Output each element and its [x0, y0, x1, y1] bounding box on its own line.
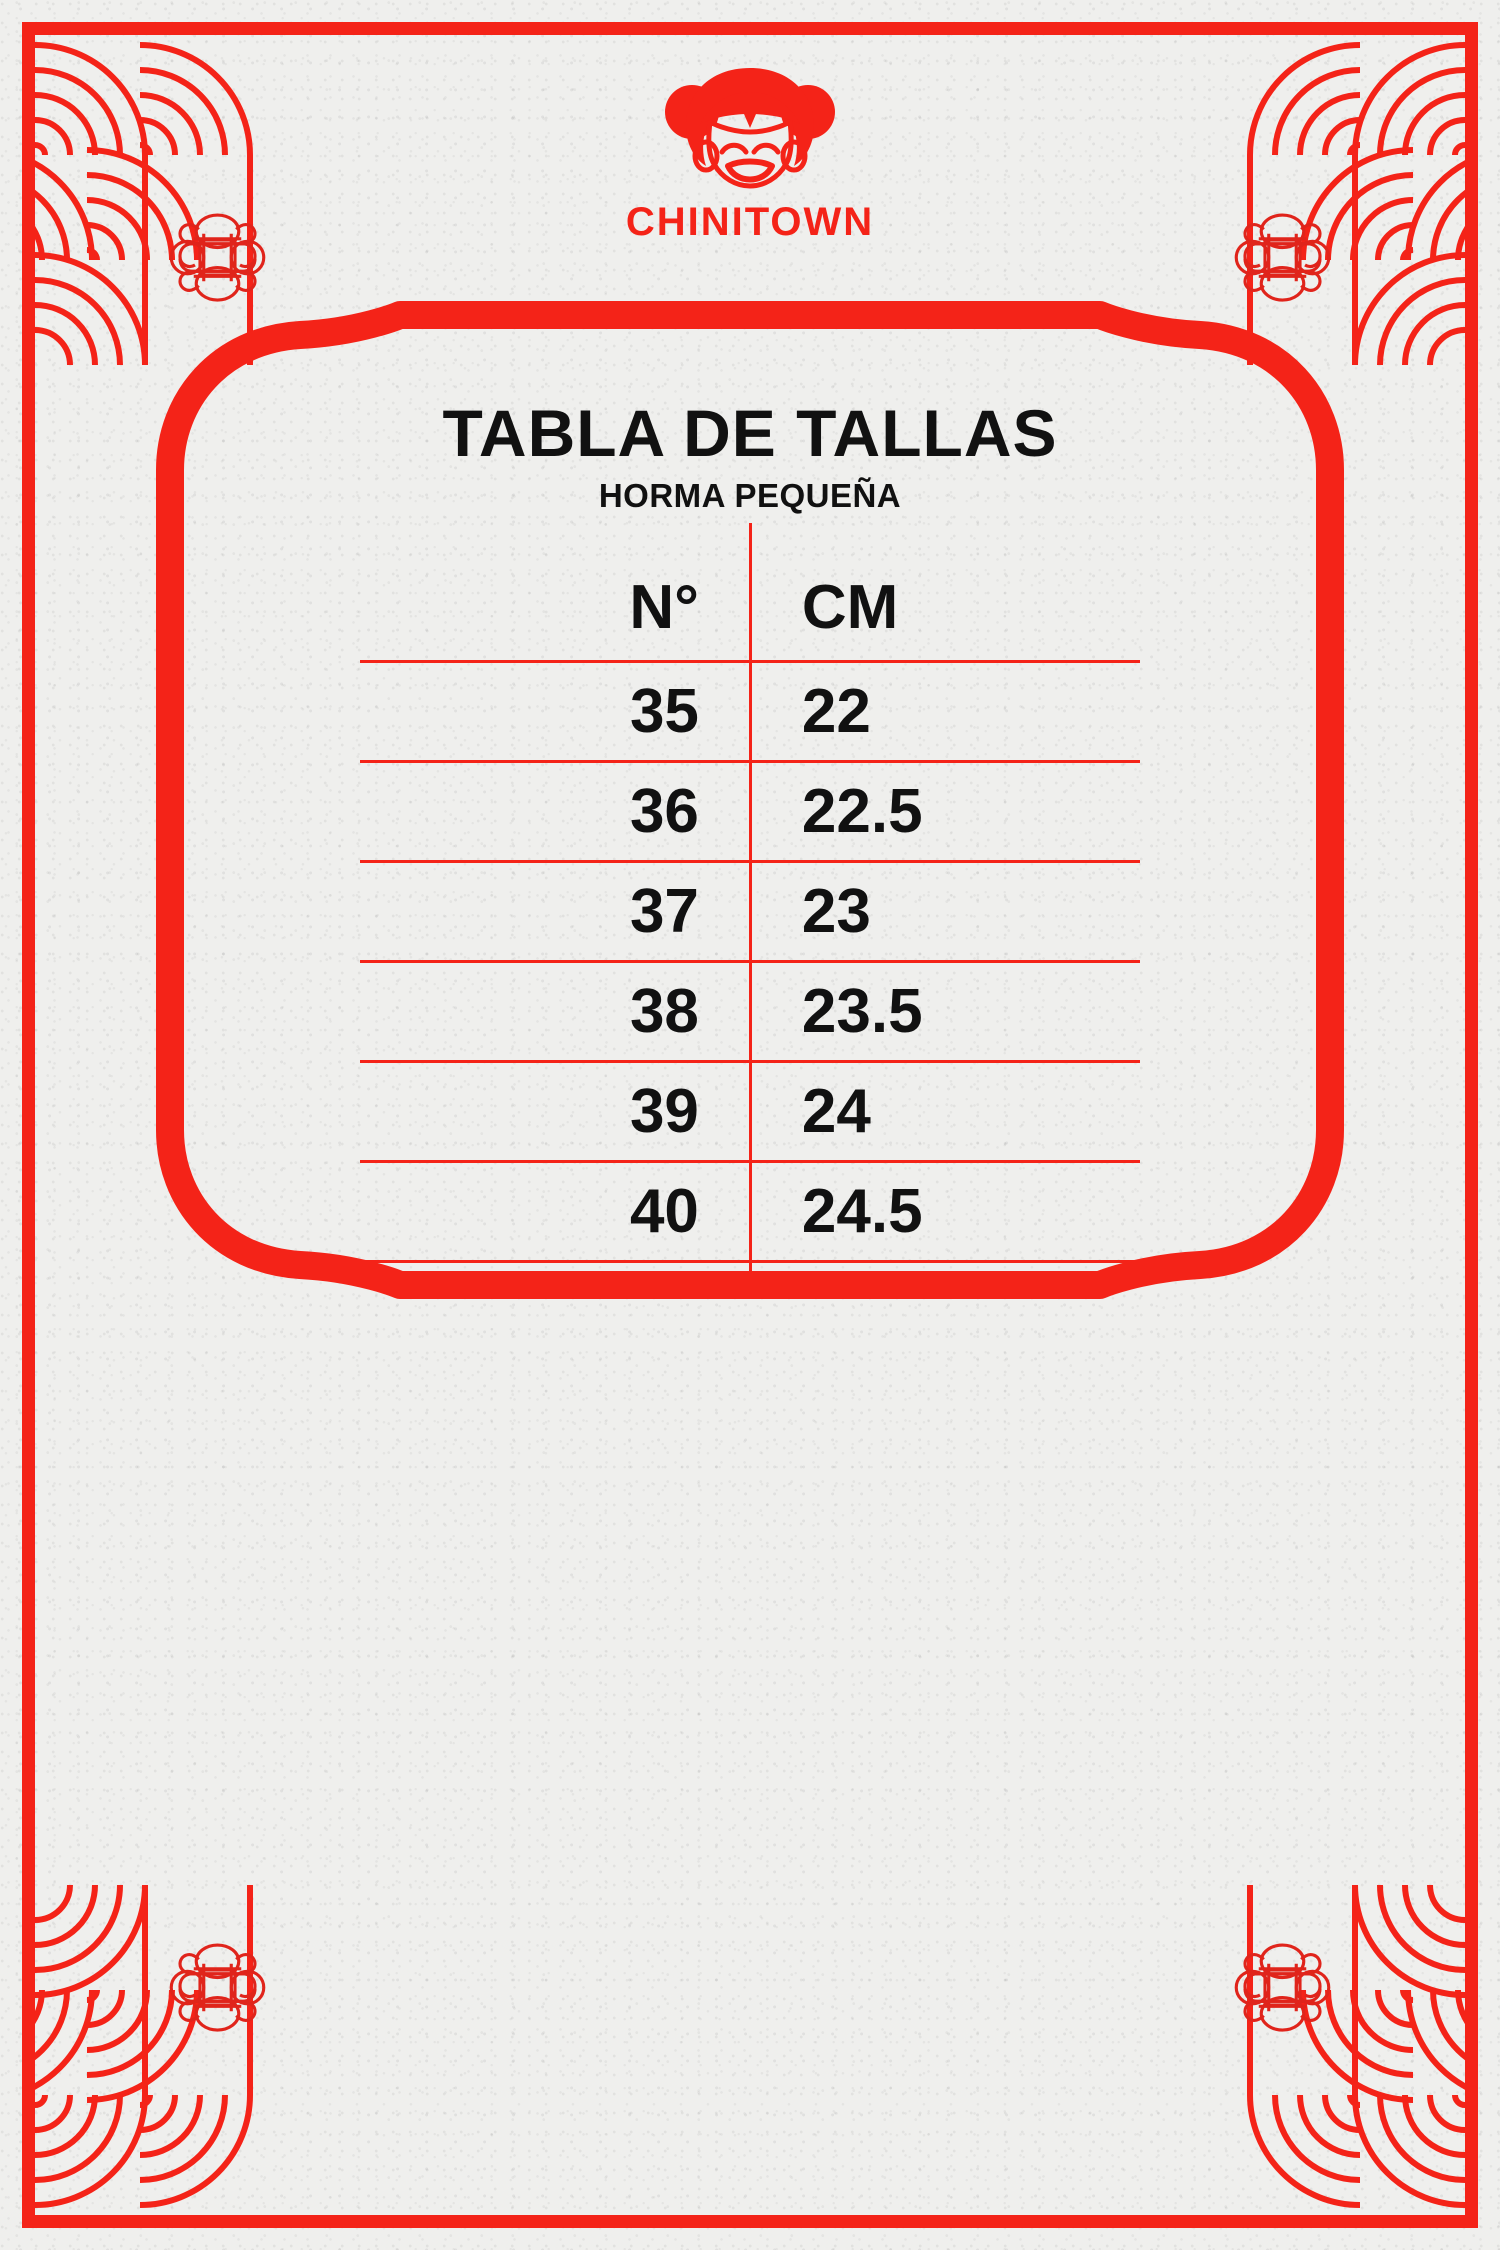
cell-size-number: 39 — [360, 1060, 747, 1162]
table-row: 36 22.5 — [360, 760, 1140, 862]
table-header-row: N° CM — [360, 555, 1140, 663]
endless-knot-decoration-bottom-left — [155, 1925, 280, 2055]
cell-size-cm: 24 — [746, 1060, 1140, 1162]
cell-size-cm: 24.5 — [746, 1160, 1140, 1263]
title-block: TABLA DE TALLAS HORMA PEQUEÑA — [0, 395, 1500, 515]
page-title: TABLA DE TALLAS — [442, 396, 1058, 470]
page-subtitle: HORMA PEQUEÑA — [598, 477, 902, 514]
cell-size-number: 37 — [360, 860, 747, 962]
table-row: 37 23 — [360, 860, 1140, 962]
cell-size-cm: 23.5 — [746, 960, 1140, 1062]
endless-knot-decoration-bottom-right — [1220, 1925, 1345, 2055]
cell-size-number: 36 — [360, 760, 747, 862]
table-row: 39 24 — [360, 1060, 1140, 1162]
table-row: 35 22 — [360, 660, 1140, 762]
table-row: 40 24.5 — [360, 1160, 1140, 1263]
column-header-cm: CM — [746, 555, 1140, 663]
cell-size-number: 35 — [360, 660, 747, 762]
cell-size-cm: 23 — [746, 860, 1140, 962]
cell-size-cm: 22 — [746, 660, 1140, 762]
corner-cloud-wave-decoration-bottom-right — [1135, 1880, 1500, 2215]
size-table: N° CM 35 22 36 22.5 37 23 38 23.5 39 — [360, 555, 1140, 1263]
cell-size-number: 38 — [360, 960, 747, 1062]
chinese-girl-face-icon — [665, 68, 835, 189]
table-row: 38 23.5 — [360, 960, 1140, 1062]
size-table-head: N° CM — [360, 555, 1140, 663]
corner-cloud-wave-decoration-bottom-left — [0, 1880, 365, 2215]
brand-logo-block: CHINITOWN — [0, 62, 1500, 245]
brand-name: CHINITOWN — [625, 200, 875, 244]
column-header-number: N° — [360, 555, 747, 663]
size-table-body: 35 22 36 22.5 37 23 38 23.5 39 24 40 24.… — [360, 660, 1140, 1263]
cell-size-number: 40 — [360, 1160, 747, 1263]
cell-size-cm: 22.5 — [746, 760, 1140, 862]
size-table-container: N° CM 35 22 36 22.5 37 23 38 23.5 39 — [360, 523, 1140, 1289]
